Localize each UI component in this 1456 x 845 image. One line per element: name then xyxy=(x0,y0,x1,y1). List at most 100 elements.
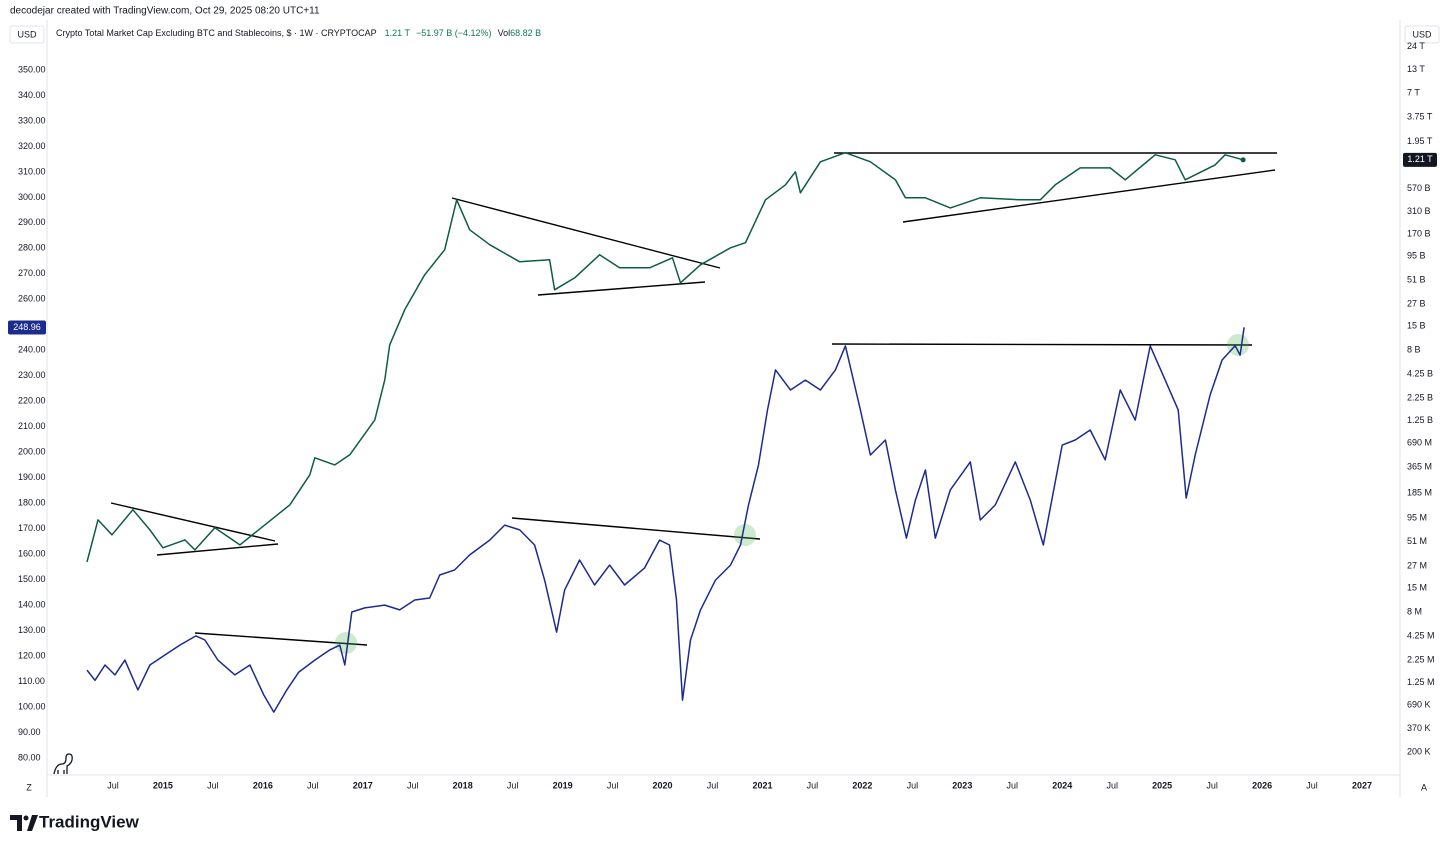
y-tick-label: 140.00 xyxy=(18,599,46,609)
y-tick-label: 290.00 xyxy=(18,217,46,227)
y2-tick-label: 3.75 T xyxy=(1407,111,1433,121)
x-tick-label: Jul xyxy=(307,780,319,790)
trend-line xyxy=(110,502,276,542)
y2-tick-label: 13 T xyxy=(1407,64,1425,74)
y-tick-label: 320.00 xyxy=(18,141,46,151)
y-tick-label: 80.00 xyxy=(18,752,41,762)
y-tick-label: 330.00 xyxy=(18,115,46,125)
trend-line xyxy=(511,517,761,540)
y-tick-label: 190.00 xyxy=(18,472,46,482)
x-tick-label: Jul xyxy=(1106,780,1118,790)
trend-line xyxy=(831,343,1253,346)
x-tick-label: Jul xyxy=(107,780,119,790)
x-tick-label: 2017 xyxy=(353,780,373,790)
currency-box[interactable] xyxy=(1404,25,1440,44)
trend-line xyxy=(194,632,368,646)
auto-button[interactable] xyxy=(20,780,38,795)
vol-label: Vol xyxy=(498,28,511,38)
y2-tick-label: 4.25 M xyxy=(1407,630,1435,640)
breakout-marker xyxy=(1227,334,1249,356)
x-tick-label: Jul xyxy=(407,780,419,790)
price-tag-label: 1.21 T xyxy=(1407,154,1433,164)
y-tick-label: 200.00 xyxy=(18,447,46,457)
y-tick-label: 280.00 xyxy=(18,243,46,253)
auto-button[interactable]: A xyxy=(1421,782,1427,792)
trend-line xyxy=(156,543,279,556)
y2-tick-label: 570 B xyxy=(1407,183,1431,193)
last: 1.21 T xyxy=(385,28,411,38)
y2-tick-label: 170 B xyxy=(1407,229,1431,239)
y2-tick-label: 1.25 B xyxy=(1407,415,1433,425)
price-tag xyxy=(8,320,46,335)
x-tick-label: Jul xyxy=(707,780,719,790)
brand-logo: TradingView xyxy=(10,812,140,831)
zoom-button[interactable]: Z xyxy=(26,782,32,792)
y2-tick-label: 2.25 M xyxy=(1407,655,1435,665)
logo-shape xyxy=(27,815,38,831)
x-tick-label: Jul xyxy=(507,780,519,790)
y-tick-label: 210.00 xyxy=(18,421,46,431)
y2-tick-label: 2.25 B xyxy=(1407,393,1433,403)
y2-tick-label: 185 M xyxy=(1407,487,1432,497)
y-tick-label: 270.00 xyxy=(18,268,46,278)
x-tick-label: 2022 xyxy=(852,780,872,790)
y-tick-label: 160.00 xyxy=(18,549,46,559)
y2-tick-label: 51 M xyxy=(1407,536,1427,546)
logo-icon xyxy=(53,753,73,775)
y-tick-label: 220.00 xyxy=(18,396,46,406)
price-tag xyxy=(1403,152,1437,167)
logo-shape xyxy=(10,815,22,831)
y-tick-label: 340.00 xyxy=(18,90,46,100)
x-tick-label: 2015 xyxy=(153,780,173,790)
y2-tick-label: 15 M xyxy=(1407,583,1427,593)
y-tick-label: 120.00 xyxy=(18,650,46,660)
x-tick-label: Jul xyxy=(207,780,219,790)
x-tick-label: Jul xyxy=(1306,780,1318,790)
y2-tick-label: 95 M xyxy=(1407,513,1427,523)
y-tick-label: 170.00 xyxy=(18,523,46,533)
y2-tick-label: 8 M xyxy=(1407,606,1422,616)
y2-tick-label: 8 B xyxy=(1407,345,1421,355)
trend-line xyxy=(537,281,706,296)
x-tick-label: 2024 xyxy=(1052,780,1072,790)
trend-line xyxy=(902,169,1276,223)
x-tick-label: 2020 xyxy=(653,780,673,790)
x-tick-label: Jul xyxy=(807,780,819,790)
y2-tick-label: 1.25 M xyxy=(1407,677,1435,687)
trend-line xyxy=(451,197,721,269)
y2-tick-label: 27 B xyxy=(1407,298,1426,308)
logo-shape xyxy=(23,815,29,821)
y2-tick-label: 51 B xyxy=(1407,274,1426,284)
y-tick-label: 240.00 xyxy=(18,345,46,355)
y2-tick-label: 24 T xyxy=(1407,41,1425,51)
x-tick-label: 2018 xyxy=(453,780,473,790)
x-tick-label: Jul xyxy=(907,780,919,790)
credit: decodejar created with TradingView.com, … xyxy=(10,6,320,17)
change: −51.97 B (−4.12%) xyxy=(416,28,492,38)
x-tick-label: 2023 xyxy=(952,780,972,790)
currency-left[interactable]: USD xyxy=(17,29,37,39)
series-line xyxy=(86,327,1245,713)
x-tick-label: 2016 xyxy=(253,780,273,790)
vol: 68.82 B xyxy=(510,28,541,38)
y2-tick-label: 310 B xyxy=(1407,206,1431,216)
y-tick-label: 300.00 xyxy=(18,192,46,202)
y2-tick-label: 365 M xyxy=(1407,462,1432,472)
x-tick-label: Jul xyxy=(1007,780,1019,790)
x-tick-label: 2025 xyxy=(1152,780,1172,790)
y2-tick-label: 15 B xyxy=(1407,321,1426,331)
currency-right[interactable]: USD xyxy=(1412,29,1432,39)
x-tick-label: 2026 xyxy=(1252,780,1272,790)
y-tick-label: 350.00 xyxy=(18,64,46,74)
last-point xyxy=(1240,157,1246,163)
drawings xyxy=(110,152,1277,654)
currency-box[interactable] xyxy=(9,25,45,44)
x-tick-label: 2021 xyxy=(752,780,772,790)
y2-tick-label: 200 K xyxy=(1407,746,1431,756)
y-tick-label: 180.00 xyxy=(18,498,46,508)
y-tick-label: 130.00 xyxy=(18,625,46,635)
brand: TradingView xyxy=(39,812,140,831)
y2-tick-label: 7 T xyxy=(1407,88,1420,98)
